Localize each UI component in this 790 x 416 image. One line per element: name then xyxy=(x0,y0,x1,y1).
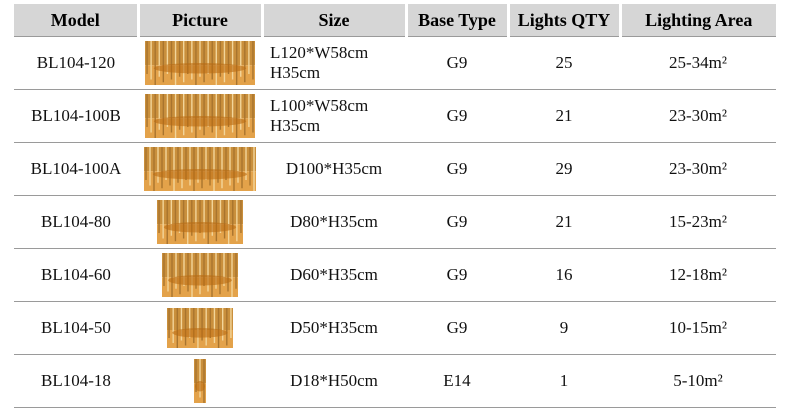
lighting-area-cell: 12-18m² xyxy=(620,248,776,302)
header-cell: Picture xyxy=(138,4,264,37)
product-image xyxy=(194,359,206,403)
product-image xyxy=(145,41,255,85)
product-image xyxy=(157,200,243,244)
lighting-area-cell: 5-10m² xyxy=(620,354,776,408)
size-cell: D100*H35cm xyxy=(262,142,406,196)
lighting-area-cell: 23-30m² xyxy=(620,89,776,143)
table-row: BL104-18 D18*H50cm E14 1 5-10m² xyxy=(14,354,776,408)
lights-qty-cell: 1 xyxy=(508,354,620,408)
picture-cell xyxy=(138,89,262,143)
base-type-cell: G9 xyxy=(406,195,508,249)
table-row: BL104-100B L100*W58cm H35cm G9 21 23-30m² xyxy=(14,89,776,143)
base-type-cell: G9 xyxy=(406,248,508,302)
picture-cell xyxy=(138,354,262,408)
size-cell: L120*W58cm H35cm xyxy=(262,36,406,90)
model-cell: BL104-18 xyxy=(14,354,138,408)
size-cell: D80*H35cm xyxy=(262,195,406,249)
header-cell: Lighting Area xyxy=(620,4,776,37)
table-row: BL104-80 D80*H35cm G9 21 15-23m² xyxy=(14,195,776,249)
model-cell: BL104-60 xyxy=(14,248,138,302)
base-type-cell: G9 xyxy=(406,89,508,143)
header-cell: Lights QTY xyxy=(508,4,622,37)
model-cell: BL104-80 xyxy=(14,195,138,249)
lights-qty-cell: 21 xyxy=(508,195,620,249)
size-cell: D60*H35cm xyxy=(262,248,406,302)
picture-cell xyxy=(138,301,262,355)
header-cell: Model xyxy=(14,4,140,37)
table-body: BL104-120 L120*W58cm H35cm G9 25 25-34m² BL10… xyxy=(14,36,776,408)
base-type-cell: G9 xyxy=(406,142,508,196)
lights-qty-cell: 9 xyxy=(508,301,620,355)
model-cell: BL104-100B xyxy=(14,89,138,143)
table-row: BL104-120 L120*W58cm H35cm G9 25 25-34m² xyxy=(14,36,776,90)
model-cell: BL104-100A xyxy=(14,142,138,196)
header-row: Model Picture Size Base Type Lights QTY Light… xyxy=(14,4,776,37)
table-row: BL104-100A D100*H35cm G9 29 23-30m² xyxy=(14,142,776,196)
size-cell: L100*W58cm H35cm xyxy=(262,89,406,143)
size-cell: D50*H35cm xyxy=(262,301,406,355)
product-image xyxy=(162,253,238,297)
lights-qty-cell: 25 xyxy=(508,36,620,90)
lighting-area-cell: 10-15m² xyxy=(620,301,776,355)
spec-table: Model Picture Size Base Type Lights QTY Light… xyxy=(14,4,776,408)
lights-qty-cell: 21 xyxy=(508,89,620,143)
picture-cell xyxy=(138,248,262,302)
product-image xyxy=(167,308,233,348)
model-cell: BL104-50 xyxy=(14,301,138,355)
lighting-area-cell: 15-23m² xyxy=(620,195,776,249)
lighting-area-cell: 23-30m² xyxy=(620,142,776,196)
lights-qty-cell: 16 xyxy=(508,248,620,302)
base-type-cell: G9 xyxy=(406,36,508,90)
header-cell: Size xyxy=(262,4,408,37)
product-image xyxy=(144,147,256,191)
table-row: BL104-60 D60*H35cm G9 16 12-18m² xyxy=(14,248,776,302)
picture-cell xyxy=(138,142,262,196)
base-type-cell: E14 xyxy=(406,354,508,408)
table-row: BL104-50 D50*H35cm G9 9 10-15m² xyxy=(14,301,776,355)
header-cell: Base Type xyxy=(406,4,510,37)
lighting-area-cell: 25-34m² xyxy=(620,36,776,90)
picture-cell xyxy=(138,36,262,90)
model-cell: BL104-120 xyxy=(14,36,138,90)
base-type-cell: G9 xyxy=(406,301,508,355)
product-image xyxy=(145,94,255,138)
size-cell: D18*H50cm xyxy=(262,354,406,408)
lights-qty-cell: 29 xyxy=(508,142,620,196)
picture-cell xyxy=(138,195,262,249)
